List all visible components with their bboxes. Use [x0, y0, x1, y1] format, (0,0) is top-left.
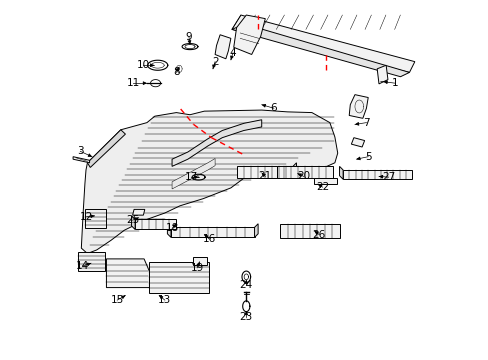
Polygon shape: [87, 130, 125, 167]
Text: 22: 22: [315, 182, 328, 192]
Text: 10: 10: [137, 60, 150, 70]
Polygon shape: [348, 95, 367, 118]
Polygon shape: [149, 262, 208, 293]
Polygon shape: [172, 158, 215, 189]
Text: 20: 20: [297, 171, 309, 181]
Text: 1: 1: [391, 78, 398, 88]
Polygon shape: [172, 120, 261, 166]
Polygon shape: [237, 166, 292, 178]
Polygon shape: [192, 257, 206, 265]
Text: 2: 2: [211, 57, 218, 67]
Polygon shape: [73, 157, 89, 163]
Text: 3: 3: [77, 146, 83, 156]
Text: 16: 16: [203, 234, 216, 244]
Polygon shape: [85, 210, 106, 228]
Polygon shape: [106, 259, 149, 288]
Polygon shape: [276, 166, 333, 178]
Text: 17: 17: [184, 172, 198, 182]
Polygon shape: [231, 24, 408, 77]
Polygon shape: [167, 224, 171, 237]
Text: 24: 24: [239, 280, 252, 290]
Text: 23: 23: [239, 312, 252, 322]
Text: 21: 21: [258, 171, 271, 181]
Text: 27: 27: [381, 172, 394, 182]
Text: 8: 8: [173, 67, 179, 77]
Polygon shape: [135, 220, 176, 229]
Polygon shape: [171, 227, 254, 237]
Polygon shape: [231, 15, 414, 72]
Text: 12: 12: [80, 212, 93, 221]
Polygon shape: [78, 252, 104, 271]
Text: 14: 14: [76, 261, 89, 271]
Polygon shape: [254, 224, 258, 237]
Text: 4: 4: [229, 48, 236, 58]
Polygon shape: [343, 170, 411, 179]
Text: 26: 26: [312, 230, 325, 239]
Polygon shape: [132, 210, 144, 215]
Text: 5: 5: [364, 152, 371, 162]
Polygon shape: [215, 35, 230, 59]
Text: 25: 25: [126, 215, 139, 225]
Polygon shape: [81, 110, 337, 253]
Polygon shape: [314, 178, 336, 184]
Text: 6: 6: [270, 103, 277, 113]
Polygon shape: [339, 166, 343, 179]
Polygon shape: [131, 216, 135, 229]
Text: 13: 13: [158, 295, 171, 305]
Polygon shape: [351, 138, 364, 147]
Polygon shape: [233, 15, 265, 54]
Text: 15: 15: [110, 295, 123, 305]
Polygon shape: [292, 163, 296, 178]
Text: 7: 7: [363, 118, 369, 128]
Polygon shape: [376, 65, 387, 84]
Text: 9: 9: [185, 32, 192, 41]
Text: 18: 18: [165, 224, 178, 233]
Text: 11: 11: [126, 78, 140, 88]
Text: 19: 19: [190, 263, 203, 273]
Polygon shape: [280, 224, 339, 238]
